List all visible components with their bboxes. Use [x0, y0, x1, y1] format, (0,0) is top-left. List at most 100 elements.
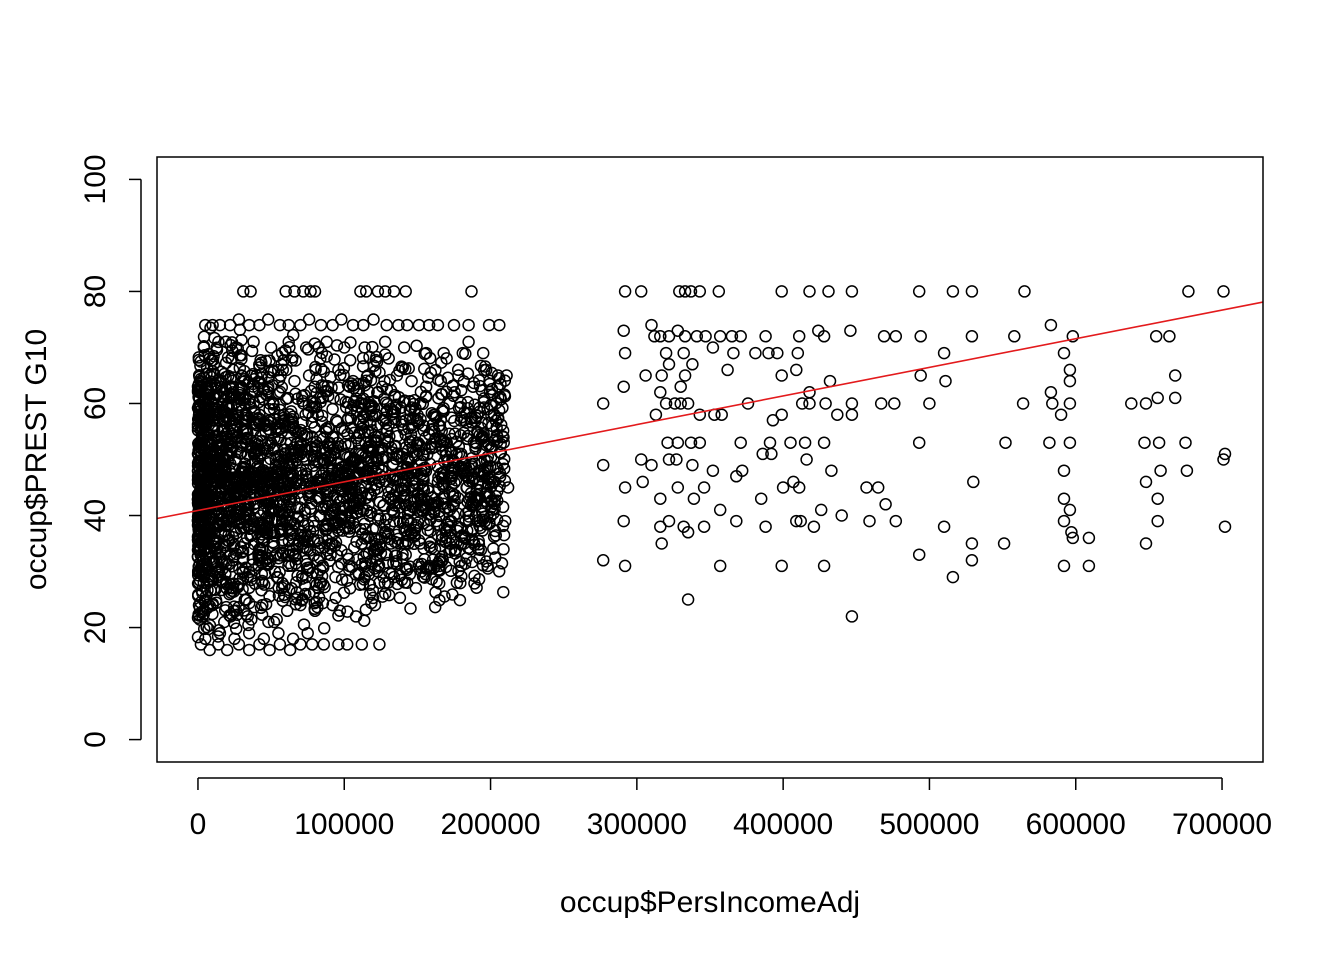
scatter-point — [967, 475, 980, 489]
scatter-point — [803, 397, 816, 410]
scatter-point — [382, 352, 395, 365]
scatter-point — [346, 318, 360, 332]
scatter-point — [655, 369, 668, 382]
scatter-point — [199, 318, 212, 332]
x-tick-label: 700000 — [1172, 808, 1272, 841]
scatter-point — [253, 408, 266, 421]
scatter-point — [674, 397, 687, 410]
scatter-point — [662, 330, 676, 343]
scatter-point — [662, 453, 676, 466]
scatter-point — [289, 354, 302, 367]
scatter-point — [250, 442, 263, 455]
scatter-point — [362, 564, 375, 578]
scatter-point — [197, 475, 211, 489]
scatter-point — [438, 590, 451, 603]
scatter-point — [422, 318, 436, 332]
scatter-point — [460, 481, 474, 494]
scatter-point — [192, 439, 206, 453]
scatter-point — [378, 587, 392, 600]
scatter-point — [378, 374, 391, 388]
scatter-point — [1151, 492, 1164, 505]
scatter-point — [1016, 397, 1030, 410]
scatter-point — [1182, 285, 1195, 298]
scatter-point — [469, 442, 482, 456]
x-axis: 0 100000 200000 300000 400000 500000 600000 700… — [190, 777, 1272, 841]
scatter-point — [308, 380, 321, 393]
scatter-point — [238, 374, 252, 388]
scatter-point — [357, 503, 370, 517]
scatter-point — [1139, 475, 1153, 489]
scatter-point — [1046, 397, 1059, 410]
scatter-point — [349, 568, 363, 581]
scatter-point — [686, 458, 699, 472]
scatter-point — [370, 453, 384, 467]
scatter-point — [283, 467, 296, 480]
scatter-point — [343, 481, 357, 494]
scatter-point — [678, 330, 692, 343]
scatter-point — [387, 470, 401, 483]
scatter-point — [237, 285, 250, 298]
scatter-point — [328, 353, 341, 366]
scatter-point — [286, 632, 300, 646]
scatter-point — [401, 563, 414, 577]
scatter-point — [458, 468, 472, 482]
scatter-point — [315, 469, 328, 482]
scatter-point — [390, 549, 403, 562]
scatter-point — [965, 554, 979, 567]
scatter-point — [286, 328, 300, 342]
scatter-point — [684, 285, 698, 298]
scatter-point — [221, 437, 235, 450]
scatter-point — [485, 382, 499, 396]
scatter-point — [247, 335, 260, 349]
scatter-point — [399, 548, 412, 561]
scatter-point — [197, 513, 210, 527]
y-axis-label: occup$PREST G10 — [20, 329, 53, 590]
scatter-point — [194, 442, 208, 455]
scatter-point — [444, 543, 458, 556]
scatter-point — [649, 408, 663, 421]
scatter-point — [706, 341, 720, 354]
scatter-point — [317, 365, 331, 378]
scatter-point — [404, 404, 417, 417]
y-tick-label: 100 — [79, 154, 112, 204]
scatter-point — [391, 577, 404, 591]
scatter-point — [291, 591, 304, 605]
scatter-point — [1063, 503, 1077, 517]
scatter-point — [239, 411, 253, 425]
scatter-point — [355, 638, 369, 651]
scatter-point — [427, 505, 441, 519]
scatter-point — [487, 507, 500, 520]
scatter-point — [453, 593, 467, 607]
scatter-point — [775, 369, 788, 382]
scatter-point — [305, 638, 319, 651]
scatter-point — [357, 318, 370, 332]
scatter-point — [397, 490, 410, 504]
scatter-point — [242, 477, 256, 490]
scatter-point — [784, 436, 797, 449]
scatter-point — [340, 414, 354, 427]
scatter-point — [282, 524, 296, 537]
scatter-point — [329, 570, 342, 584]
x-tick-label: 100000 — [294, 808, 394, 841]
scatter-point — [411, 436, 424, 449]
scatter-point — [308, 442, 322, 455]
scatter-point — [358, 570, 371, 584]
scatter-point — [655, 537, 668, 550]
scatter-point — [284, 405, 298, 418]
scatter-point — [396, 447, 410, 461]
scatter-point — [681, 526, 695, 539]
scatter-point — [791, 346, 805, 360]
scatter-point — [412, 417, 425, 430]
scatter-point — [318, 456, 331, 470]
scatter-point — [497, 585, 510, 599]
scatter-point — [196, 468, 209, 482]
scatter-point — [817, 436, 831, 449]
scatter-point — [255, 583, 268, 597]
regression-line — [156, 301, 1264, 520]
scatter-point — [1018, 285, 1031, 298]
scatter-point — [289, 598, 303, 611]
scatter-point — [262, 511, 276, 524]
scatter-point — [206, 598, 219, 612]
scatter-point — [439, 444, 452, 458]
scatter-point — [721, 363, 734, 377]
